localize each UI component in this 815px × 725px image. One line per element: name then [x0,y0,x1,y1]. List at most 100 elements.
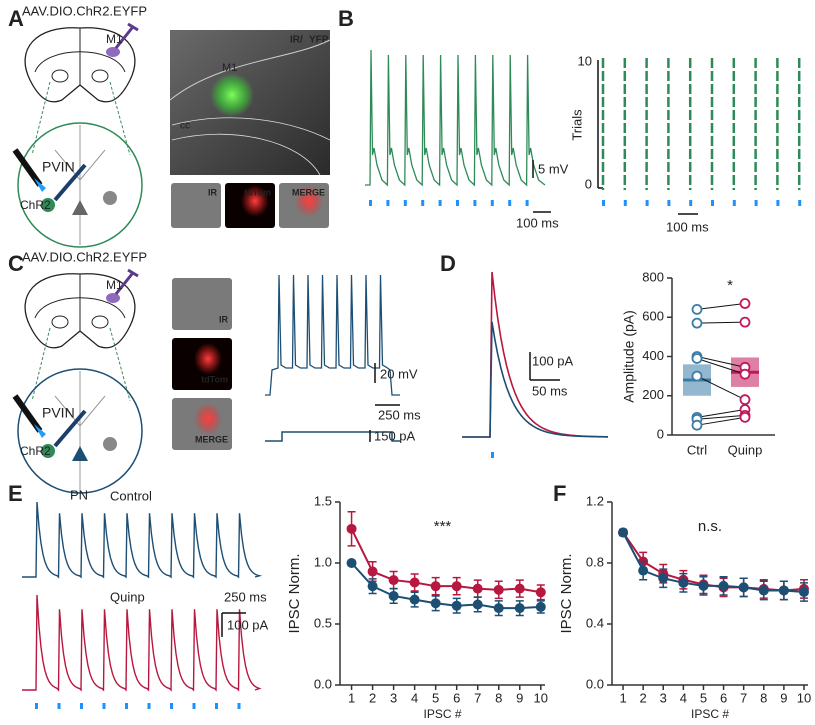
marker [738,582,749,593]
marker [678,577,689,588]
marker [638,565,649,576]
ventricle [91,315,109,329]
x-tick-label: 9 [780,690,787,705]
series-line [622,531,805,592]
marker [388,590,399,601]
corpus-callosum [34,51,126,73]
pn-label: PN [70,487,88,502]
brain-outline [24,273,136,349]
light-pulse [456,200,459,206]
light-pulse [147,703,151,709]
x-tick-label: 7 [740,690,747,705]
construct-label: AAV.DIO.ChR2.EYFP [22,249,147,264]
light-pulse [754,200,758,206]
cell-label: PVIN [42,405,75,421]
light-pulse [438,200,442,206]
light-pulse [525,200,529,206]
injection [106,293,120,303]
series-line [350,562,541,610]
scale-label: 100 ms [516,215,559,230]
marker [451,581,462,592]
point [691,303,703,315]
point [739,368,751,380]
construct-label: AAV.DIO.ChR2.EYFP [22,3,147,18]
light-pulse [623,200,627,206]
y-tick-label: 1.0 [314,554,332,569]
x-tick-label: 7 [474,690,481,705]
zoom-line [31,327,131,402]
light-pulse [645,200,649,206]
y-tick-label: 0 [657,426,664,441]
light-pulse [102,703,106,709]
y-tick-label: 1.5 [314,493,332,508]
raster-tick: 0 [585,176,592,191]
light-pulse [776,200,780,206]
marker [367,566,378,577]
light-pulse [386,200,390,206]
point [739,298,751,309]
marker [430,581,441,592]
panel-label: C [8,251,24,276]
region-label: M1 [106,32,123,46]
y-tick-label: 600 [642,309,664,324]
panel-label: E [8,481,23,506]
marker [430,598,441,609]
x-tick-label: 6 [720,690,727,705]
marker [493,584,504,595]
x-tick-label: Ctrl [687,442,707,457]
x-tick-label: 4 [680,690,687,705]
image-label: IR/ [290,35,303,46]
annotation: * [727,277,733,294]
light-pulse [421,200,425,206]
pvin-cell [41,198,55,212]
scale-label: 100 pA [532,353,574,368]
y-tick-label: 0.0 [586,676,604,691]
point [691,419,703,431]
x-tick-label: 2 [640,690,647,705]
y-tick-label: 0.4 [586,615,604,630]
pair-line [696,303,746,310]
injection [106,47,120,57]
scale-label: 100 pA [227,617,269,632]
corpus-callosum [34,297,126,319]
opsin-label: ChR2 [20,444,51,458]
pair-line [696,414,746,420]
marker [346,523,357,534]
light-pulse [473,200,477,206]
pair-line [696,416,746,426]
pair-line [696,321,746,324]
tdtom-signal [295,185,323,217]
scale-label: 20 mV [380,366,418,381]
region-label: M1 [106,278,123,292]
ventricle [91,69,109,83]
light-pulse [798,200,802,206]
yfp-signal [210,73,254,117]
zoom-circle [17,368,143,494]
scale-label: 150 pA [374,428,416,443]
light-pulse [170,703,173,709]
x-tick-label: 4 [411,690,418,705]
series-line [622,532,805,593]
marker [409,594,420,605]
dendrite [54,371,106,491]
tdtom-signal [241,185,269,217]
scale-label: 250 ms [378,407,421,422]
x-tick-label: Quinp [728,442,763,457]
pvin-cell [41,444,55,458]
thumbnail [172,278,232,330]
zoom-line [31,81,131,156]
marker [388,575,399,586]
marker [514,583,525,594]
marker [535,587,546,598]
x-axis-label: IPSC # [423,707,461,721]
marker [778,585,789,596]
syringe [114,22,139,49]
y-tick-label: 1.2 [586,493,604,508]
y-tick-label: 0.8 [586,554,604,569]
tdtom-signal [194,342,222,375]
marker [514,603,525,614]
point [739,316,751,328]
pair-line [696,375,746,401]
annotation: *** [434,518,452,535]
dendrite [54,125,106,245]
